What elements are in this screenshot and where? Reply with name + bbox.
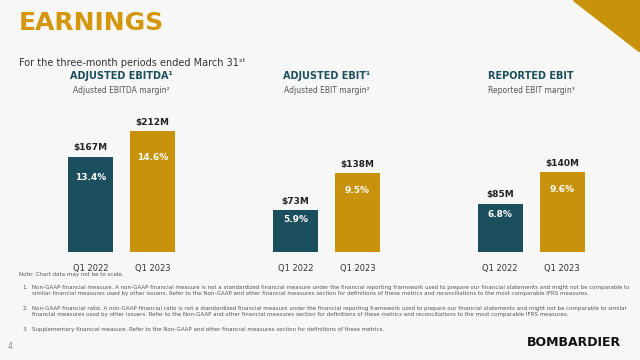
Text: 4: 4	[8, 342, 13, 351]
Text: 14.6%: 14.6%	[137, 153, 168, 162]
Text: $167M: $167M	[74, 144, 108, 153]
Text: BOMBARDIER: BOMBARDIER	[527, 336, 621, 349]
Polygon shape	[573, 0, 640, 52]
Bar	[335, 173, 380, 252]
Text: Note: Chart data may not be to scale.: Note: Chart data may not be to scale.	[19, 272, 124, 277]
Text: REPORTED EBIT: REPORTED EBIT	[488, 71, 574, 81]
Text: ADJUSTED EBITDA¹: ADJUSTED EBITDA¹	[70, 71, 173, 81]
Text: Q1 2022: Q1 2022	[483, 264, 518, 273]
Text: 3.: 3.	[22, 327, 28, 332]
Text: Supplementary financial measure. Refer to the Non-GAAP and other financial measu: Supplementary financial measure. Refer t…	[32, 327, 384, 332]
Text: 5.9%: 5.9%	[283, 215, 308, 224]
Text: EARNINGS: EARNINGS	[19, 11, 164, 35]
Text: Adjusted EBIT margin²: Adjusted EBIT margin²	[284, 86, 369, 95]
Text: $140M: $140M	[545, 159, 579, 168]
Bar	[68, 157, 113, 252]
Text: Q1 2022: Q1 2022	[278, 264, 313, 273]
Text: Adjusted EBITDA margin²: Adjusted EBITDA margin²	[74, 86, 170, 95]
Text: $212M: $212M	[136, 118, 170, 127]
Text: Non-GAAP financial measure. A non-GAAP financial measure is not a standardized f: Non-GAAP financial measure. A non-GAAP f…	[32, 285, 630, 296]
Text: Reported EBIT margin³: Reported EBIT margin³	[488, 86, 575, 95]
Text: Q1 2023: Q1 2023	[545, 264, 580, 273]
Text: $85M: $85M	[486, 190, 514, 199]
Text: Q1 2023: Q1 2023	[340, 264, 375, 273]
Bar	[477, 203, 523, 252]
Text: For the three-month periods ended March 31ˢᵗ: For the three-month periods ended March …	[19, 58, 246, 68]
Text: 2.: 2.	[22, 306, 28, 311]
Text: 9.5%: 9.5%	[345, 186, 370, 195]
Text: $138M: $138M	[340, 160, 374, 169]
Bar	[130, 131, 175, 252]
Bar	[273, 210, 318, 252]
Text: $73M: $73M	[282, 197, 309, 206]
Text: ADJUSTED EBIT¹: ADJUSTED EBIT¹	[283, 71, 370, 81]
Text: 9.6%: 9.6%	[550, 185, 575, 194]
Text: Non-GAAP financial ratio. A non-GAAP financial ratio is not a standardized finan: Non-GAAP financial ratio. A non-GAAP fin…	[32, 306, 627, 317]
Bar	[540, 172, 585, 252]
Text: Q1 2022: Q1 2022	[73, 264, 108, 273]
Text: 1.: 1.	[22, 285, 28, 291]
Text: 6.8%: 6.8%	[488, 210, 513, 219]
Text: Q1 2023: Q1 2023	[135, 264, 170, 273]
Text: 13.4%: 13.4%	[75, 173, 106, 182]
